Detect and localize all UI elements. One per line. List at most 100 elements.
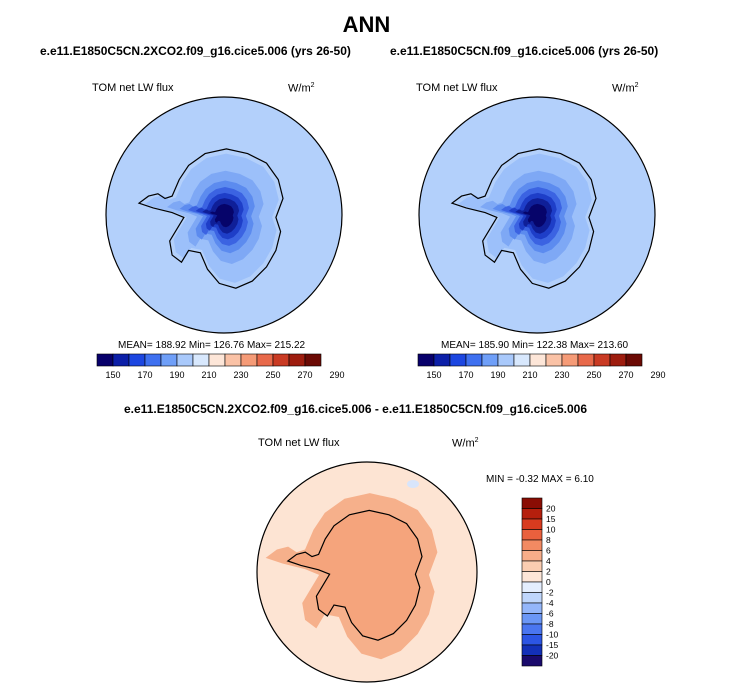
panel-1-colorbar: 150 170 190 210 230 250 270 290 — [96, 353, 345, 380]
diff-variable: TOM net LW flux — [258, 437, 340, 449]
panel-1-colorbar-box-5 — [176, 353, 194, 367]
diff-colorbar-box-3 — [521, 529, 543, 541]
diff-negative-patch — [407, 480, 419, 488]
diff-colorbar-tick-12: -10 — [546, 630, 559, 640]
panel-1-colorbar-tick-0: 150 — [105, 370, 120, 380]
panel-2-colorbar-box-2 — [449, 353, 467, 367]
diff-contour-6 — [287, 510, 422, 641]
panel-1-colorbar-box-12 — [288, 353, 306, 367]
panel-2-units: W/m2 — [612, 82, 639, 95]
panel-2-colorbar: 150 170 190 210 230 250 270 290 — [417, 353, 666, 380]
diff-colorbar-tick-0: 20 — [546, 504, 556, 514]
diff-colorbar-tick-1: 15 — [546, 514, 556, 524]
panel-1-contour-7 — [209, 203, 234, 228]
panel-2-colorbar-box-12 — [609, 353, 627, 367]
diff-colorbar-tick-9: -4 — [546, 598, 554, 608]
panel-1-stats: MEAN= 188.92 Min= 126.76 Max= 215.22 — [118, 340, 306, 351]
panel-1-colorbar-tick-1: 170 — [137, 370, 152, 380]
diff-colorbar-tick-13: -15 — [546, 640, 559, 650]
diff-colorbar-box-1 — [521, 508, 543, 520]
diff-coastline — [286, 509, 423, 641]
panel-1-colorbar-tick-2: 190 — [169, 370, 184, 380]
panel-2-colorbar-box-3 — [465, 353, 483, 367]
diff-colorbar-tick-2: 10 — [546, 525, 556, 535]
diff-colorbar-tick-14: -20 — [546, 651, 559, 661]
panel-1-units: W/m2 — [288, 82, 315, 95]
diff-colorbar-tick-5: 4 — [546, 556, 551, 566]
panel-2-colorbar-tick-0: 150 — [426, 370, 441, 380]
panel-1-colorbar-box-9 — [240, 353, 258, 367]
panel-1-coastline — [137, 148, 284, 289]
panel-1-colorbar-box-3 — [144, 353, 162, 367]
panel-1-colorbar-box-4 — [160, 353, 178, 367]
diff-colorbar-tick-6: 2 — [546, 567, 551, 577]
diff-colorbar-tick-3: 8 — [546, 535, 551, 545]
panel-2-colorbar-box-8 — [545, 353, 563, 367]
panel-2-variable: TOM net LW flux — [416, 82, 498, 94]
panel-1-colorbar-box-2 — [128, 353, 146, 367]
panel-2-stats: MEAN= 185.90 Min= 122.38 Max= 213.60 — [441, 340, 629, 351]
panel-2-colorbar-tick-7: 290 — [650, 370, 665, 380]
panel-2-colorbar-box-13 — [625, 353, 643, 367]
diff-colorbar-box-14 — [521, 644, 543, 656]
diff-colorbar-box-13 — [521, 634, 543, 646]
panel-1-map-border — [105, 96, 343, 334]
panel-1-colorbar-tick-3: 210 — [201, 370, 216, 380]
panel-2-map-border — [418, 96, 656, 334]
panel-1-colorbar-box-11 — [272, 353, 290, 367]
diff-colorbar-box-0 — [521, 497, 543, 509]
panel-2-colorbar-tick-3: 210 — [522, 370, 537, 380]
main-title: ANN — [342, 12, 391, 37]
panel-2-contour-7 — [522, 203, 547, 228]
panel-2-colorbar-tick-6: 270 — [618, 370, 633, 380]
panel-2-colorbar-box-5 — [497, 353, 515, 367]
diff-colorbar-tick-11: -8 — [546, 619, 554, 629]
panel-1-colorbar-tick-5: 250 — [265, 370, 280, 380]
panel-2-colorbar-box-10 — [577, 353, 595, 367]
panel-1-colorbar-box-10 — [256, 353, 274, 367]
diff-stats: MIN = -0.32 MAX = 6.10 — [486, 474, 594, 485]
panel-1-variable: TOM net LW flux — [92, 82, 174, 94]
diff-colorbar-tick-10: -6 — [546, 609, 554, 619]
diff-colorbar-box-11 — [521, 613, 543, 625]
panel-2-colorbar-box-4 — [481, 353, 499, 367]
diff-colorbar-box-4 — [521, 539, 543, 551]
diff-units: W/m2 — [452, 437, 479, 450]
panel-2-colorbar-box-6 — [513, 353, 531, 367]
panel-2-colorbar-tick-5: 250 — [586, 370, 601, 380]
panel-2-colorbar-tick-1: 170 — [458, 370, 473, 380]
diff-colorbar-box-10 — [521, 602, 543, 614]
diff-colorbar-box-2 — [521, 518, 543, 530]
panel-2-map — [418, 96, 656, 334]
panel-1-title: e.e11.E1850C5CN.2XCO2.f09_g16.cice5.006 … — [40, 44, 351, 58]
panel-2-colorbar-box-9 — [561, 353, 579, 367]
panel-1-colorbar-box-0 — [96, 353, 114, 367]
panel-1-colorbar-box-13 — [304, 353, 322, 367]
panel-2-colorbar-box-0 — [417, 353, 435, 367]
panel-2-colorbar-box-1 — [433, 353, 451, 367]
diff-colorbar-box-6 — [521, 560, 543, 572]
panel-2-coastline — [450, 148, 597, 289]
diff-colorbar-box-5 — [521, 550, 543, 562]
diff-map-border — [256, 461, 478, 683]
panel-2-colorbar-box-7 — [529, 353, 547, 367]
diff-title: e.e11.E1850C5CN.2XCO2.f09_g16.cice5.006 … — [124, 402, 587, 416]
diff-colorbar-tick-4: 6 — [546, 546, 551, 556]
panel-1-colorbar-tick-6: 270 — [297, 370, 312, 380]
panel-1-colorbar-box-1 — [112, 353, 130, 367]
panel-1-map — [105, 96, 343, 334]
diff-colorbar-box-12 — [521, 623, 543, 635]
panel-2-colorbar-tick-2: 190 — [490, 370, 505, 380]
panel-2-title: e.e11.E1850C5CN.f09_g16.cice5.006 (yrs 2… — [390, 44, 659, 58]
diff-colorbar-box-15 — [521, 655, 543, 667]
diff-map — [256, 461, 478, 683]
diff-colorbar-tick-8: -2 — [546, 588, 554, 598]
diff-colorbar-box-7 — [521, 571, 543, 583]
panel-1-colorbar-tick-7: 290 — [329, 370, 344, 380]
panel-1-colorbar-box-8 — [224, 353, 242, 367]
panel-2-colorbar-box-11 — [593, 353, 611, 367]
diff-colorbar-tick-7: 0 — [546, 577, 551, 587]
diff-colorbar-box-8 — [521, 581, 543, 593]
panel-1-colorbar-box-7 — [208, 353, 226, 367]
